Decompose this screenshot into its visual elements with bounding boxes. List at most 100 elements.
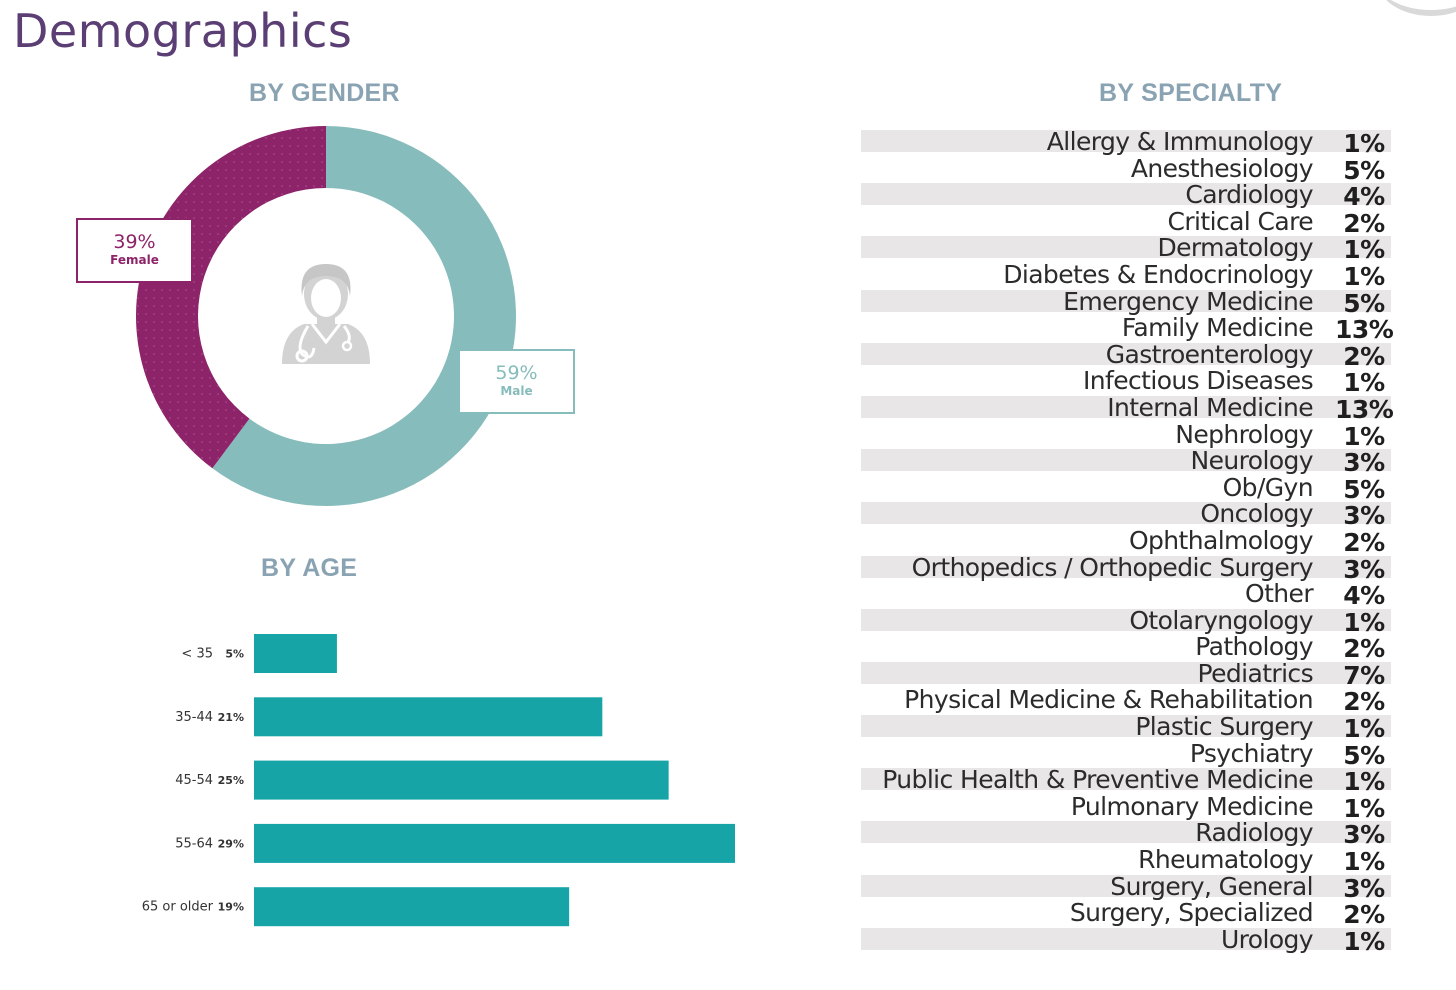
specialty-row: Anesthesiology 5% xyxy=(861,154,1421,185)
specialty-name: Public Health & Preventive Medicine xyxy=(882,765,1313,795)
specialty-row: Nephrology 1% xyxy=(861,420,1421,451)
specialty-percent: 1% xyxy=(1343,261,1385,291)
male-percent-label: 59% xyxy=(495,362,538,384)
specialty-percent: 1% xyxy=(1343,847,1385,877)
specialty-name: Dermatology xyxy=(1157,233,1313,263)
specialty-name: Plastic Surgery xyxy=(1135,712,1313,742)
specialty-percent: 3% xyxy=(1343,554,1385,584)
specialty-name: Surgery, General xyxy=(1110,871,1313,901)
specialty-percent: 3% xyxy=(1343,820,1385,850)
specialty-row: Family Medicine 13% xyxy=(861,313,1421,344)
specialty-name: Gastroenterology xyxy=(1105,339,1314,369)
specialty-name: Pathology xyxy=(1195,632,1313,662)
specialty-name: Internal Medicine xyxy=(1107,392,1313,422)
specialty-row: Physical Medicine & Rehabilitation 2% xyxy=(861,685,1421,716)
age-bar xyxy=(254,634,337,673)
specialty-name: Orthopedics / Orthopedic Surgery xyxy=(911,552,1314,582)
specialty-percent: 1% xyxy=(1343,767,1385,797)
age-section-title: BY AGE xyxy=(261,554,358,582)
specialty-name: Critical Care xyxy=(1167,206,1314,236)
gender-donut-chart xyxy=(135,126,516,506)
specialty-percent: 2% xyxy=(1343,900,1385,930)
age-bar xyxy=(254,887,570,927)
specialty-row-stripe xyxy=(861,608,1391,631)
specialty-row-stripe xyxy=(861,449,1391,472)
specialty-row: Pathology 2% xyxy=(861,632,1421,664)
corner-decoration xyxy=(1376,0,1456,16)
specialty-name: Allergy & Immunology xyxy=(1046,127,1314,156)
specialty-row: Pulmonary Medicine 1% xyxy=(861,791,1421,823)
specialty-row-stripe xyxy=(861,236,1391,259)
specialty-name: Emergency Medicine xyxy=(1063,286,1313,316)
specialty-row-stripe xyxy=(861,289,1391,312)
age-value-label: 21% xyxy=(218,711,244,724)
age-category-label: 65 or older xyxy=(142,900,214,915)
specialty-row: Surgery, Specialized 2% xyxy=(861,898,1421,930)
specialty-percent: 2% xyxy=(1343,634,1385,664)
specialty-row-stripe xyxy=(861,130,1391,152)
female-label: Female xyxy=(110,253,159,267)
specialty-row-stripe xyxy=(861,342,1391,365)
specialty-row: Infectious Diseases 1% xyxy=(861,366,1421,398)
specialty-name: Otolaryngology xyxy=(1129,605,1313,635)
specialty-row: Plastic Surgery 1% xyxy=(861,712,1421,744)
female-percent-label: 39% xyxy=(113,231,156,253)
specialty-row-stripe xyxy=(861,183,1391,206)
specialty-name: Neurology xyxy=(1190,446,1314,476)
age-category-label: 45-54 xyxy=(175,773,213,788)
specialty-name: Physical Medicine & Rehabilitation xyxy=(904,685,1313,715)
specialty-percent: 2% xyxy=(1343,341,1385,371)
specialty-row-stripe xyxy=(861,156,1391,179)
specialty-percent: 1% xyxy=(1343,235,1385,265)
specialty-name: Pulmonary Medicine xyxy=(1070,791,1314,821)
specialty-row-stripe xyxy=(861,661,1391,684)
specialty-row: Radiology 3% xyxy=(861,818,1421,850)
age-value-label: 29% xyxy=(218,837,244,850)
specialty-name: Ophthalmology xyxy=(1128,525,1314,555)
specialty-percent: 5% xyxy=(1343,740,1385,770)
specialty-row-stripe xyxy=(861,262,1391,285)
specialty-name: Cardiology xyxy=(1185,180,1313,210)
specialty-percent: 5% xyxy=(1343,474,1385,504)
specialty-row: Diabetes & Endocrinology 1% xyxy=(861,260,1421,291)
age-category-label: < 35 xyxy=(181,647,213,662)
specialty-row: Surgery, General 3% xyxy=(861,871,1421,903)
specialty-section-title: BY SPECIALTY xyxy=(1099,79,1283,107)
age-value-label: 5% xyxy=(225,648,244,661)
specialty-row-stripe xyxy=(861,528,1391,551)
gender-section-title: BY GENDER xyxy=(249,79,400,107)
specialty-row: Neurology 3% xyxy=(861,446,1421,477)
specialty-row-stripe xyxy=(861,582,1391,605)
doctor-icon xyxy=(282,264,370,364)
specialty-row-stripe xyxy=(861,422,1391,445)
donut-slice-texture xyxy=(135,126,326,469)
specialty-row: Cardiology 4% xyxy=(861,180,1421,211)
specialty-name: Urology xyxy=(1220,924,1314,954)
specialty-row: Allergy & Immunology 1% xyxy=(861,127,1421,158)
specialty-row-stripe xyxy=(861,316,1391,339)
age-bar xyxy=(254,823,735,863)
specialty-row: Public Health & Preventive Medicine 1% xyxy=(861,765,1421,797)
specialty-name: Oncology xyxy=(1200,499,1313,529)
specialty-row-stripe xyxy=(861,475,1391,498)
page-title: Demographics xyxy=(13,4,353,58)
specialty-row-stripe xyxy=(861,927,1391,950)
specialty-percent: 1% xyxy=(1343,793,1385,823)
age-value-label: 25% xyxy=(218,774,244,787)
specialty-row: Ob/Gyn 5% xyxy=(861,473,1421,504)
male-callout: 59% Male xyxy=(458,349,575,414)
specialty-percent: 2% xyxy=(1343,208,1385,238)
specialty-percent: 1% xyxy=(1343,368,1385,398)
specialty-percent: 1% xyxy=(1343,714,1385,744)
specialty-row-stripe xyxy=(861,715,1391,738)
specialty-name: Surgery, Specialized xyxy=(1069,898,1314,928)
specialty-percent: 7% xyxy=(1343,660,1385,690)
specialty-row: Otolaryngology 1% xyxy=(861,605,1421,637)
specialty-percent: 2% xyxy=(1343,527,1385,557)
specialty-row: Urology 1% xyxy=(861,924,1421,956)
male-label: Male xyxy=(500,384,533,398)
specialty-row: Dermatology 1% xyxy=(861,233,1421,265)
specialty-row-stripe xyxy=(861,555,1391,578)
specialty-percent: 5% xyxy=(1343,155,1385,185)
